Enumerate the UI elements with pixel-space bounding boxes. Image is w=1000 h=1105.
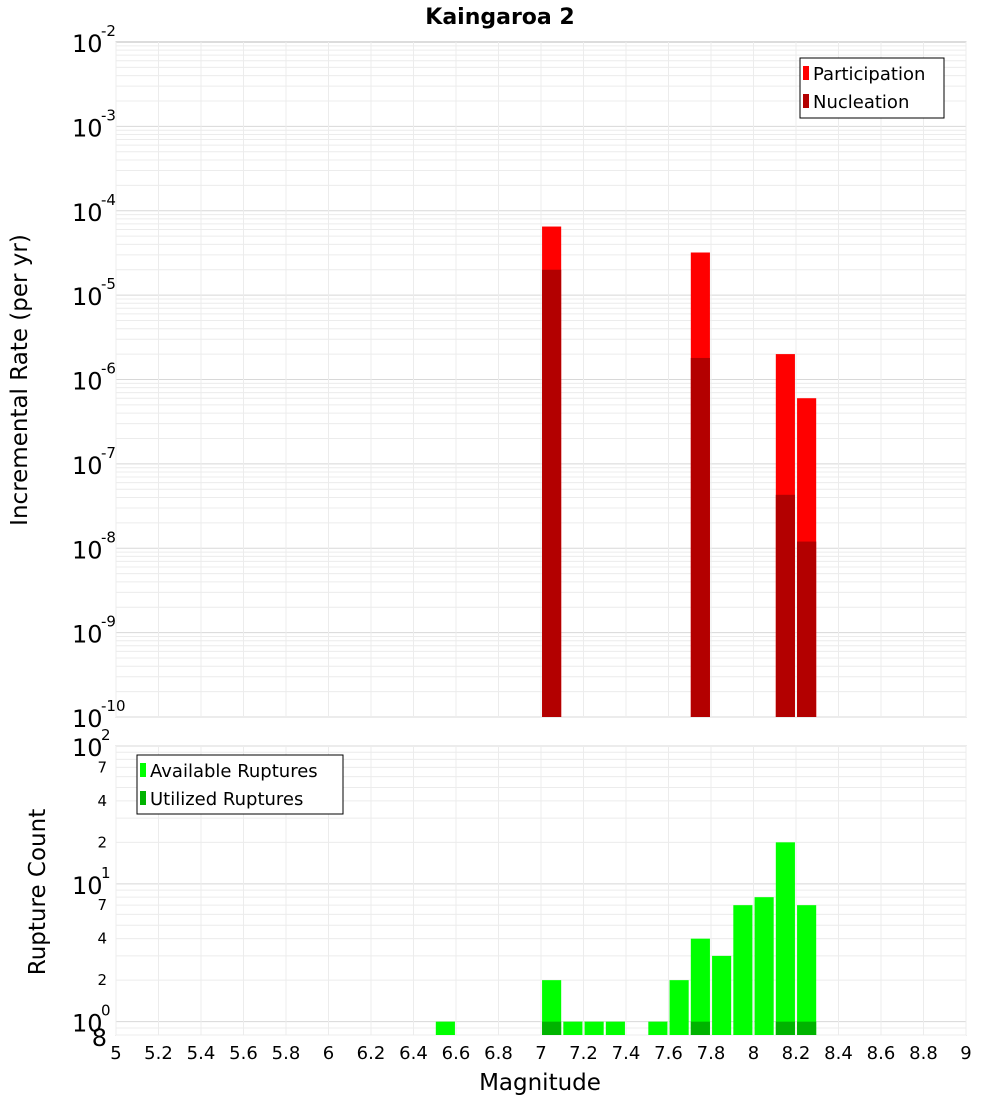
x-axis-label: Magnitude — [479, 1070, 601, 1096]
bar-available-ruptures — [563, 1021, 583, 1035]
x-tick-label: 5.2 — [144, 1043, 173, 1064]
top-y-tick-exponent: -2 — [101, 22, 116, 40]
x-tick-label: 5.6 — [229, 1043, 258, 1064]
bar-available-ruptures — [797, 905, 817, 1035]
legend-swatch-nucleation — [803, 94, 809, 108]
bar-available-ruptures — [584, 1021, 604, 1035]
bottom-y-tick-minor: 4 — [97, 930, 107, 948]
bar-available-ruptures — [775, 842, 795, 1035]
bottom-legend: Available Ruptures Utilized Ruptures — [136, 754, 344, 815]
top-y-tick-base: 10 — [72, 452, 103, 480]
top-y-axis-label: Incremental Rate (per yr) — [7, 234, 33, 526]
x-tick-label: 6.2 — [357, 1043, 386, 1064]
bar-available-ruptures — [754, 897, 774, 1035]
bar-utilized-ruptures — [775, 1021, 795, 1035]
bar-nucleation — [775, 494, 795, 717]
top-y-tick-exponent: -6 — [101, 360, 116, 378]
x-tick-label: 6.8 — [484, 1043, 513, 1064]
top-bars — [542, 226, 817, 717]
bar-nucleation — [542, 269, 562, 717]
bar-utilized-ruptures — [797, 1021, 817, 1035]
bottom-y-axis-label: Rupture Count — [25, 809, 51, 975]
x-tick-label: 8.6 — [867, 1043, 896, 1064]
bottom-y-tick-minor: 2 — [97, 833, 107, 851]
x-tick-label: 8.2 — [782, 1043, 811, 1064]
x-tick-label: 7.2 — [569, 1043, 598, 1064]
bottom-y-tick-minor: 7 — [97, 758, 107, 776]
top-y-tick-base: 10 — [72, 283, 103, 311]
x-tick-label: 9 — [960, 1043, 971, 1064]
bar-available-ruptures — [733, 905, 753, 1035]
top-y-tick-base: 10 — [72, 536, 103, 564]
x-tick-label: 7.8 — [697, 1043, 726, 1064]
x-tick-label: 5 — [110, 1043, 121, 1064]
bar-available-ruptures — [690, 938, 710, 1035]
bar-available-ruptures — [542, 980, 562, 1035]
bottom-y-tick-minor: 2 — [97, 971, 107, 989]
top-y-tick-exponent: -7 — [101, 444, 116, 462]
x-axis-ticks: 5 5.2 5.4 5.6 5.8 6 6.2 6.4 6.6 6.8 7 7.2 7.4 7.6 7.8 8… — [110, 1043, 971, 1064]
bottom-y-tick-minor: 7 — [97, 896, 107, 914]
bar-utilized-ruptures — [542, 1021, 562, 1035]
bar-available-ruptures — [435, 1021, 455, 1035]
bottom-bars — [435, 842, 817, 1035]
bottom-y-tick-exponent: 2 — [101, 726, 111, 744]
x-tick-label: 5.8 — [272, 1043, 301, 1064]
legend-swatch-participation — [803, 66, 809, 80]
x-tick-label: 7 — [535, 1043, 546, 1064]
top-y-tick-base: 10 — [72, 30, 103, 58]
bottom-legend-box — [136, 754, 344, 815]
bottom-y-tick-exponent: 1 — [101, 864, 111, 882]
bottom-y-tick-base: 10 — [72, 1010, 103, 1038]
top-y-tick-exponent: -8 — [101, 528, 116, 546]
bar-nucleation — [690, 357, 710, 717]
top-y-tick-base: 10 — [72, 199, 103, 227]
top-y-tick-exponent: -9 — [101, 613, 116, 631]
bar-available-ruptures — [648, 1021, 668, 1035]
legend-swatch-available — [140, 763, 146, 777]
legend-label-available: Available Ruptures — [150, 761, 318, 782]
top-legend-box — [799, 57, 945, 119]
x-tick-label: 5.4 — [187, 1043, 216, 1064]
legend-label-nucleation: Nucleation — [813, 92, 909, 113]
x-tick-label: 8.8 — [909, 1043, 938, 1064]
top-y-tick-base: 10 — [72, 705, 103, 733]
top-y-tick-exponent: -10 — [101, 697, 126, 715]
top-grid — [115, 42, 967, 718]
x-tick-label: 7.4 — [612, 1043, 641, 1064]
bottom-y-tick-base: 10 — [72, 872, 103, 900]
legend-label-participation: Participation — [813, 64, 925, 85]
top-y-tick-exponent: -3 — [101, 106, 116, 124]
legend-swatch-utilized — [140, 791, 146, 805]
x-tick-label: 7.6 — [654, 1043, 683, 1064]
bar-available-ruptures — [712, 955, 732, 1035]
x-tick-label: 8.4 — [824, 1043, 853, 1064]
top-y-tick-base: 10 — [72, 114, 103, 142]
chart-title: Kaingaroa 2 — [425, 5, 574, 30]
x-tick-label: 6.6 — [442, 1043, 471, 1064]
bar-nucleation — [797, 541, 817, 717]
bar-utilized-ruptures — [690, 1021, 710, 1035]
bottom-y-tick-base: 10 — [72, 734, 103, 762]
bar-available-ruptures — [669, 980, 689, 1035]
bottom-y-tick-minor: 8 — [92, 1024, 107, 1052]
x-tick-label: 6.4 — [399, 1043, 428, 1064]
top-y-tick-base: 10 — [72, 368, 103, 396]
bottom-y-tick-minor: 4 — [97, 792, 107, 810]
legend-label-utilized: Utilized Ruptures — [150, 789, 303, 810]
bar-available-ruptures — [605, 1021, 625, 1035]
top-legend: Participation Nucleation — [799, 57, 945, 119]
bottom-y-tick-exponent: 0 — [101, 1002, 111, 1020]
x-tick-label: 6 — [323, 1043, 334, 1064]
top-y-tick-base: 10 — [72, 621, 103, 649]
x-tick-label: 8 — [748, 1043, 759, 1064]
top-y-tick-exponent: -4 — [101, 191, 116, 209]
top-y-tick-exponent: -5 — [101, 275, 116, 293]
